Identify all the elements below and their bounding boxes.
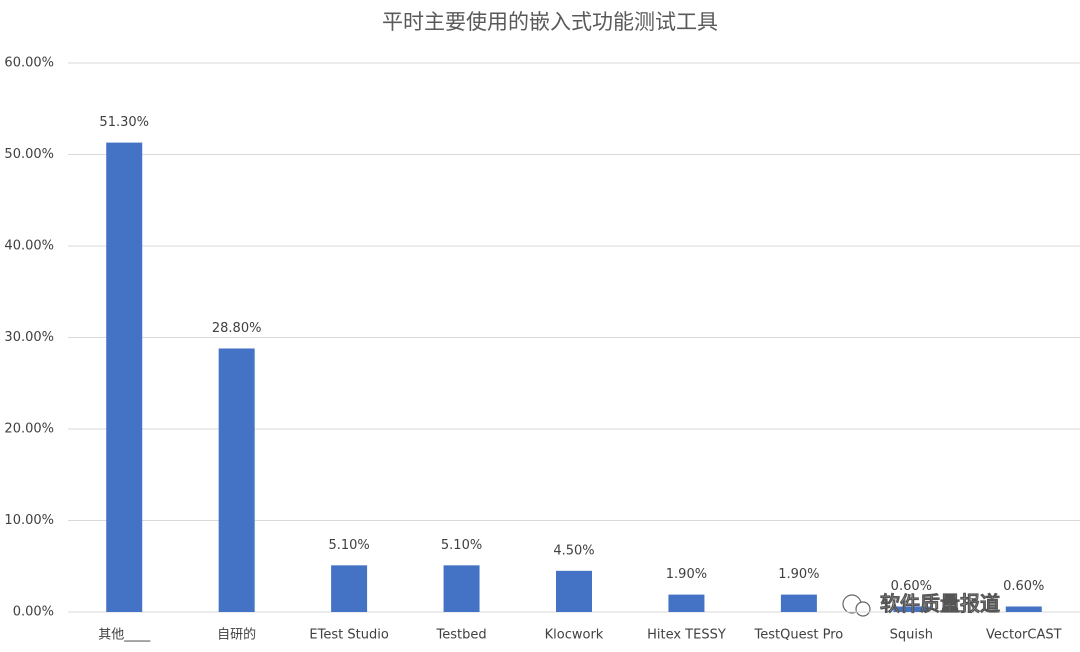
value-label: 1.90%	[666, 567, 707, 582]
y-tick-label: 50.00%	[4, 147, 54, 162]
value-label: 28.80%	[212, 321, 262, 336]
bar	[331, 565, 368, 612]
value-label: 4.50%	[553, 543, 594, 558]
y-tick-label: 0.00%	[13, 605, 54, 620]
x-tick-label: VectorCAST	[986, 628, 1062, 643]
y-tick-label: 60.00%	[4, 56, 54, 71]
value-label: 0.60%	[891, 579, 932, 594]
value-label: 0.60%	[1003, 579, 1044, 594]
x-tick-label: Squish	[890, 628, 933, 643]
value-label: 5.10%	[328, 538, 369, 553]
bar	[443, 565, 480, 612]
bar	[780, 594, 817, 612]
bar	[668, 594, 705, 612]
y-tick-label: 10.00%	[4, 513, 54, 528]
watermark-icon	[855, 601, 871, 617]
bar	[556, 570, 592, 612]
bar	[106, 142, 143, 613]
x-tick-label: Hitex TESSY	[647, 628, 726, 643]
value-label: 5.10%	[441, 538, 482, 553]
y-tick-label: 20.00%	[4, 422, 54, 437]
x-tick-label: 其他____	[98, 628, 151, 643]
bar	[218, 348, 255, 612]
chart-title: 平时主要使用的嵌入式功能测试工具	[382, 10, 718, 34]
x-tick-label: Testbed	[436, 628, 487, 643]
bar	[1005, 606, 1042, 612]
value-label: 1.90%	[778, 567, 819, 582]
x-tick-label: TestQuest Pro	[754, 628, 844, 643]
y-tick-label: 40.00%	[4, 239, 54, 254]
watermark-text: 软件质量报道	[880, 592, 1000, 616]
x-tick-label: 自研的	[217, 627, 256, 643]
x-tick-label: ETest Studio	[309, 628, 388, 643]
y-tick-label: 30.00%	[4, 330, 54, 345]
x-tick-label: Klocwork	[545, 628, 604, 643]
bar	[893, 606, 930, 612]
value-label: 51.30%	[99, 115, 149, 130]
